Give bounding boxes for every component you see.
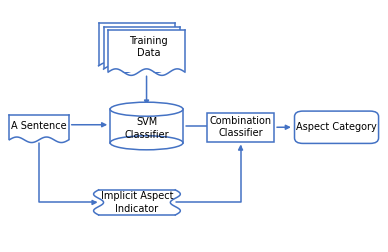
- Text: Training
Data: Training Data: [129, 36, 168, 58]
- Polygon shape: [9, 115, 69, 140]
- Text: A Sentence: A Sentence: [11, 121, 67, 131]
- Text: SVM
Classifier: SVM Classifier: [124, 117, 169, 140]
- Polygon shape: [94, 190, 180, 215]
- Text: Implicit Aspect
Indicator: Implicit Aspect Indicator: [101, 191, 173, 214]
- Polygon shape: [108, 29, 185, 72]
- Polygon shape: [104, 26, 180, 69]
- Ellipse shape: [110, 136, 183, 150]
- Ellipse shape: [110, 102, 183, 116]
- FancyBboxPatch shape: [207, 113, 274, 142]
- Text: Aspect Category: Aspect Category: [296, 122, 377, 132]
- FancyBboxPatch shape: [294, 111, 379, 143]
- Text: Combination
Classifier: Combination Classifier: [210, 116, 272, 138]
- Bar: [110, 109, 183, 143]
- Polygon shape: [99, 23, 175, 66]
